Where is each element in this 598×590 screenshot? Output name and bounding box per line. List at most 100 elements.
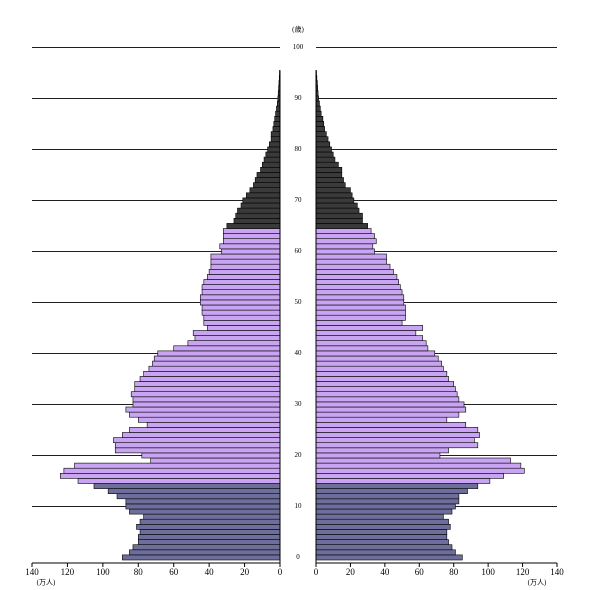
y-tick-label: 70: [295, 196, 303, 204]
bar: [242, 197, 281, 204]
bar: [315, 488, 468, 495]
bar: [315, 202, 358, 209]
bar: [150, 457, 281, 464]
y-tick-label: 90: [295, 94, 303, 102]
bar: [315, 432, 480, 438]
bar: [93, 483, 281, 489]
bar: [272, 126, 281, 132]
y-tick-label: 40: [295, 349, 303, 357]
bar: [74, 462, 281, 469]
bar: [139, 529, 281, 535]
bar: [199, 299, 281, 306]
bar: [315, 146, 332, 153]
bar: [315, 141, 331, 148]
bar: [125, 503, 281, 510]
x-tick-label: 0: [278, 567, 283, 577]
bar: [130, 391, 281, 398]
bar: [315, 212, 363, 219]
bar: [315, 478, 491, 484]
bar: [253, 182, 281, 189]
bar: [219, 243, 281, 250]
bar: [315, 503, 456, 510]
bar: [315, 304, 406, 311]
x-tick-label: 20: [240, 567, 250, 577]
bar: [315, 279, 399, 285]
bar: [114, 442, 281, 449]
bar: [315, 386, 456, 393]
x-tick-label: 40: [380, 567, 390, 577]
bar: [208, 268, 281, 275]
y-tick-label: 50: [295, 298, 303, 306]
bar: [315, 335, 424, 342]
bar: [315, 544, 453, 551]
bar: [315, 161, 339, 168]
bar: [203, 314, 281, 321]
bar: [254, 177, 281, 183]
bar: [315, 182, 346, 189]
bar: [256, 172, 281, 178]
x-tick-label: 20: [346, 567, 356, 577]
bar: [122, 554, 281, 561]
bar: [210, 258, 281, 265]
bar: [315, 207, 360, 214]
bar: [223, 228, 281, 234]
bar: [315, 472, 504, 479]
y-tick-label: 100: [293, 43, 304, 51]
bar: [201, 289, 281, 296]
bar: [146, 421, 281, 428]
bar: [125, 498, 281, 505]
bar: [113, 437, 281, 444]
x-tick-label: 100: [96, 567, 110, 577]
bar: [134, 381, 281, 387]
bar: [315, 126, 325, 132]
bar: [152, 360, 281, 367]
bar: [187, 340, 281, 347]
bar: [315, 228, 372, 234]
bar: [315, 309, 406, 316]
bar: [315, 258, 387, 265]
bar: [315, 110, 322, 117]
bar: [315, 406, 467, 413]
bar: [237, 207, 281, 214]
bar: [315, 396, 460, 403]
bar: [173, 345, 281, 352]
bar: [315, 218, 363, 224]
bar: [315, 483, 479, 489]
value-unit-label: (万人): [37, 579, 56, 587]
bar: [315, 340, 427, 347]
bar: [315, 355, 439, 362]
bar: [116, 493, 281, 500]
bar: [315, 437, 475, 444]
bar: [201, 304, 281, 311]
y-tick-label: 0: [296, 553, 300, 561]
bar: [263, 156, 281, 163]
bar: [315, 534, 448, 540]
bar: [315, 381, 455, 387]
x-tick-label: 80: [449, 567, 459, 577]
bar: [276, 105, 281, 112]
bar: [315, 401, 465, 408]
bar: [63, 467, 281, 474]
bar: [210, 253, 281, 260]
y-tick-label: 80: [295, 145, 303, 153]
bar: [207, 274, 281, 280]
bar: [315, 360, 442, 367]
bar: [315, 498, 460, 505]
bar: [315, 233, 375, 240]
bar: [315, 299, 405, 306]
bar: [315, 319, 403, 326]
bar: [315, 172, 343, 178]
bar: [210, 263, 281, 270]
x-tick-label: 120: [516, 567, 530, 577]
bar: [221, 248, 281, 255]
bar: [275, 110, 281, 117]
bar: [201, 309, 281, 316]
bar: [274, 116, 281, 122]
bar: [267, 146, 281, 153]
bar: [315, 263, 391, 270]
x-tick-label: 100: [481, 567, 495, 577]
bar: [315, 447, 449, 454]
bar: [273, 121, 281, 127]
bar: [141, 452, 281, 459]
